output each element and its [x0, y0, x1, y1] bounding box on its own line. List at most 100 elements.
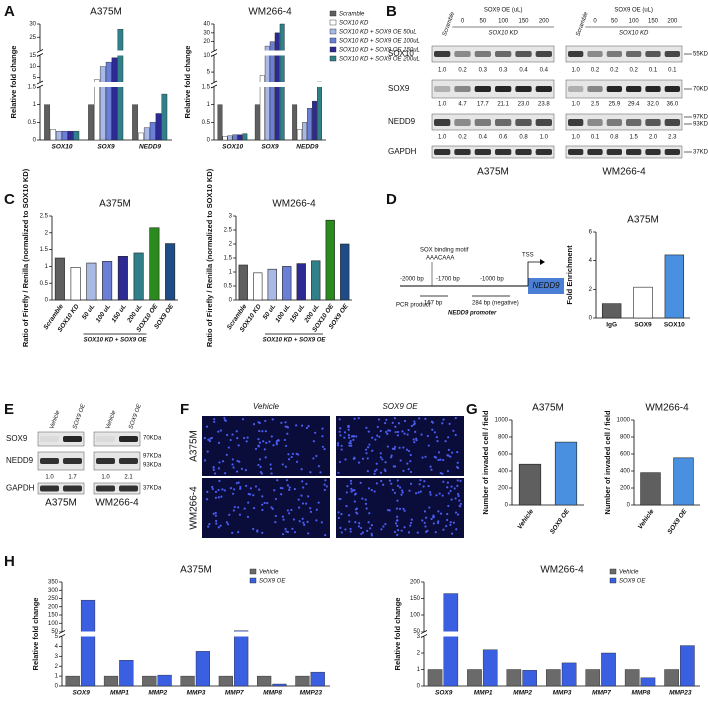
- cell-dot: [371, 449, 374, 452]
- cell-dot: [348, 444, 351, 447]
- bar: [307, 107, 313, 141]
- bar: [624, 669, 640, 687]
- cell-dot: [353, 489, 356, 492]
- quant-label: 0.4: [540, 68, 549, 74]
- cell-dot: [287, 458, 291, 461]
- cell-dot: [365, 507, 368, 510]
- x-tick-label: MMP23: [300, 690, 323, 697]
- x-tick-label: Vehicle: [516, 508, 535, 531]
- cell-dot: [428, 506, 431, 509]
- blot-band: [474, 119, 491, 126]
- cell-dot: [446, 486, 449, 489]
- blot-frame: [93, 482, 141, 495]
- bar: [640, 472, 661, 506]
- cell-dot: [454, 511, 458, 514]
- blot-band: [587, 86, 603, 92]
- cell-dot: [430, 468, 433, 471]
- cell-dot: [344, 458, 347, 461]
- cell-dot: [218, 479, 221, 482]
- axis-break: [36, 50, 174, 56]
- bar: [640, 677, 656, 687]
- bar: [232, 134, 238, 141]
- cell-dot: [349, 482, 353, 485]
- cell-dot: [337, 516, 340, 520]
- bar: [133, 252, 144, 301]
- lane-label: Scramble: [442, 11, 457, 37]
- cell-dot: [346, 485, 349, 488]
- cell-dot: [228, 513, 231, 516]
- y-tick-label: 2: [45, 230, 49, 236]
- cell-dot: [459, 479, 462, 482]
- cell-dot: [257, 421, 260, 424]
- y-tick-label: 600: [620, 452, 631, 458]
- blot-row-label: SOX9: [6, 434, 28, 443]
- blot-band: [587, 119, 603, 126]
- cell-dot: [252, 494, 255, 497]
- cell-dot: [385, 418, 388, 421]
- cell-dot: [457, 494, 460, 498]
- y-tick-label: 400: [620, 469, 631, 475]
- length-label: 167 bp: [424, 301, 443, 307]
- cell-dot: [380, 528, 383, 531]
- cell-dot: [409, 524, 412, 527]
- cell-dot: [231, 463, 234, 466]
- bar: [546, 669, 561, 687]
- cell-dot: [349, 479, 353, 482]
- panel-label: A: [4, 3, 15, 20]
- y-tick-label: 6: [589, 230, 593, 236]
- y-tick-label: 200: [498, 486, 509, 492]
- cell-dot: [274, 521, 277, 524]
- bar: [142, 675, 157, 687]
- cell-dot: [270, 506, 273, 509]
- cell-dot: [323, 483, 326, 486]
- quant-label: 0.2: [458, 135, 467, 141]
- bar: [102, 261, 113, 301]
- cell-dot: [340, 448, 343, 451]
- quant-label: 1.0: [101, 475, 110, 481]
- quant-label: 0.2: [591, 68, 600, 74]
- gene-label: NEDD9: [532, 281, 560, 290]
- lane-label: Vehicle: [49, 409, 62, 430]
- blot-band: [587, 149, 603, 155]
- y-tick-label: 0: [55, 684, 59, 690]
- cell-dot: [277, 439, 280, 442]
- cell-dot: [261, 508, 264, 512]
- cell-dot: [390, 482, 393, 485]
- cell-dot: [449, 455, 452, 458]
- cell-dot: [225, 521, 228, 524]
- blot-band: [645, 51, 661, 57]
- bar: [664, 669, 679, 687]
- cell-dot: [373, 490, 376, 493]
- blot-band: [96, 458, 115, 464]
- y-tick-label: 2: [417, 651, 421, 657]
- tss-label: TSS: [522, 253, 534, 259]
- motif-label: SOX binding motif: [420, 248, 469, 254]
- legend-label: SOX10 KD + SOX9 OE 150uL: [339, 48, 420, 54]
- cell-dot: [361, 497, 364, 500]
- cell-dot: [400, 529, 403, 532]
- cell-dot: [399, 459, 402, 462]
- blot-band: [664, 51, 680, 57]
- chart-title: WM266-4: [540, 565, 584, 576]
- cell-dot: [422, 485, 425, 488]
- cell-dot: [361, 457, 365, 460]
- cell-dot: [208, 439, 212, 443]
- blot-frame: [565, 113, 683, 131]
- cell-dot: [226, 433, 229, 437]
- bar: [103, 675, 119, 687]
- cell-dot: [231, 531, 234, 535]
- y-tick-label: 40: [203, 22, 210, 28]
- cell-label: WM266-4: [95, 498, 139, 509]
- x-tick-label: 100 uL: [95, 303, 113, 324]
- cell-dot: [324, 479, 327, 482]
- y-tick-label: 0: [229, 298, 233, 304]
- cell-dot: [388, 509, 391, 512]
- cell-dot: [281, 487, 284, 490]
- blot-band: [626, 119, 642, 126]
- cell-dot: [319, 471, 322, 474]
- bar: [119, 660, 134, 687]
- cell-dot: [284, 421, 287, 424]
- blot-band: [626, 86, 642, 92]
